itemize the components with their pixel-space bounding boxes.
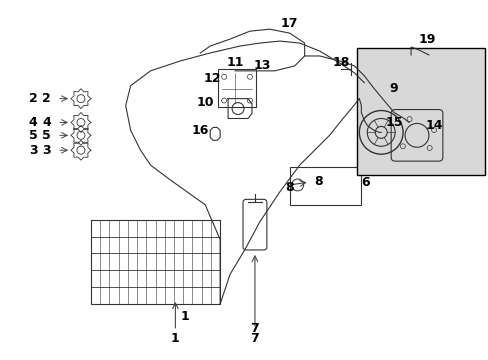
Text: 2: 2 — [42, 92, 51, 105]
Text: 3: 3 — [29, 144, 38, 157]
Text: 15: 15 — [385, 116, 402, 129]
Text: 13: 13 — [253, 59, 270, 72]
Text: 5: 5 — [42, 129, 51, 142]
Text: 4: 4 — [42, 116, 51, 129]
Text: 4: 4 — [29, 116, 38, 129]
Text: 1: 1 — [171, 332, 180, 345]
Text: 2: 2 — [29, 92, 38, 105]
Text: 12: 12 — [203, 72, 221, 85]
Text: 17: 17 — [281, 17, 298, 30]
Text: 7: 7 — [250, 332, 259, 345]
Text: 7: 7 — [250, 322, 259, 336]
Text: 14: 14 — [424, 119, 442, 132]
Text: 18: 18 — [332, 57, 349, 69]
Bar — [289, 167, 361, 205]
Text: 8: 8 — [314, 175, 323, 189]
Bar — [357, 48, 484, 175]
Text: 16: 16 — [191, 124, 208, 137]
Text: 10: 10 — [196, 96, 214, 109]
Text: 3: 3 — [42, 144, 51, 157]
Bar — [218, 69, 255, 107]
Text: 19: 19 — [417, 33, 435, 46]
Text: 5: 5 — [29, 129, 38, 142]
Text: 1: 1 — [181, 310, 189, 323]
Text: 8: 8 — [285, 181, 293, 194]
Text: 6: 6 — [361, 176, 369, 189]
Text: 9: 9 — [389, 82, 398, 95]
Bar — [91, 220, 220, 304]
Text: 11: 11 — [226, 57, 244, 69]
